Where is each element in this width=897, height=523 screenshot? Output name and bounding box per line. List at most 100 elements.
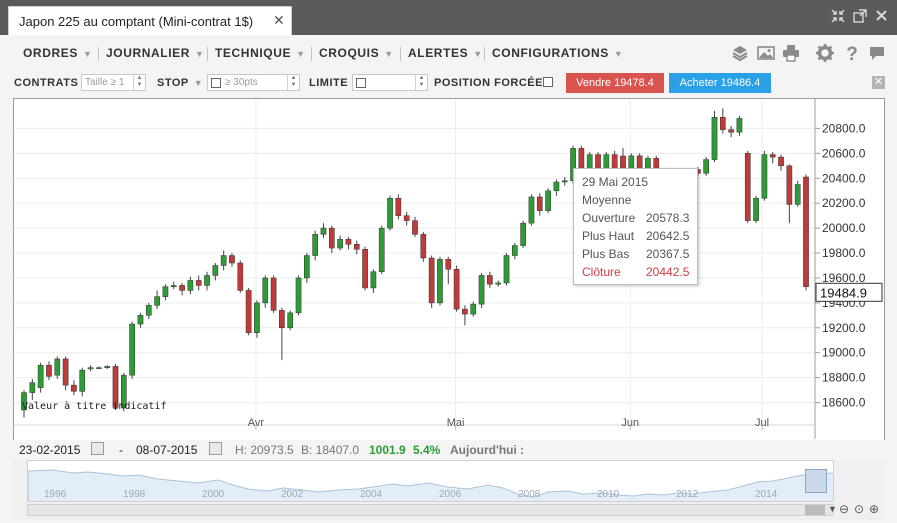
- candle: [703, 157, 709, 176]
- stop-checkbox[interactable]: [211, 78, 221, 88]
- candle: [378, 225, 385, 275]
- candle-body: [337, 239, 343, 249]
- candle: [395, 194, 402, 220]
- candle-body: [195, 280, 202, 286]
- candles-group: [21, 108, 809, 418]
- candle: [753, 195, 759, 224]
- limite-checkbox[interactable]: [356, 78, 366, 88]
- y-tick-label: 20200.0: [822, 196, 866, 210]
- contrats-input[interactable]: Taille ≥ 1 ▲ ▼: [81, 74, 146, 91]
- to-date: 08-07-2015: [136, 443, 198, 457]
- candle-body: [478, 275, 485, 305]
- contrats-stepper[interactable]: ▲ ▼: [133, 75, 145, 90]
- y-axis: 18600.018800.019000.019200.019400.019600…: [814, 99, 883, 439]
- chart-area[interactable]: 18600.0 18800.0 19000.0 19200.0 19400.0 19600…: [13, 98, 885, 458]
- candle: [204, 271, 210, 291]
- candle: [304, 253, 310, 283]
- candle: [420, 231, 427, 262]
- candle-body: [536, 196, 543, 211]
- candle: [37, 362, 44, 393]
- sell-button[interactable]: Vendre 19478.4: [566, 73, 664, 93]
- menu-journalier[interactable]: JOURNALIER ▼: [106, 46, 205, 60]
- help-icon[interactable]: ?: [842, 43, 862, 65]
- candle-body: [470, 303, 477, 315]
- candle-body: [803, 176, 809, 287]
- image-icon[interactable]: [756, 43, 776, 63]
- candle: [29, 378, 36, 401]
- chat-icon[interactable]: [867, 43, 887, 63]
- navigator-year: 2010: [597, 489, 620, 500]
- navigator-scrollbar-thumb[interactable]: [805, 505, 825, 515]
- navigator-overview[interactable]: 1996 1998 2000 2002 2004 2006 2008 2010 …: [27, 460, 834, 502]
- candle-body: [495, 282, 502, 285]
- candle: [744, 150, 751, 224]
- candle-body: [112, 366, 119, 408]
- y-tick-label: 19000.0: [822, 346, 866, 360]
- candle-body: [29, 382, 36, 393]
- scroll-down-icon[interactable]: ▼: [828, 504, 837, 514]
- menu-alertes[interactable]: ALERTES ▼: [408, 46, 483, 60]
- candle: [412, 216, 418, 237]
- navigator-sparkline: [28, 469, 833, 501]
- menu-journalier-label: JOURNALIER: [106, 46, 191, 60]
- zoom-in-icon[interactable]: ⊕: [869, 502, 880, 516]
- to-date-calendar-icon[interactable]: [209, 442, 222, 455]
- menu-configurations[interactable]: CONFIGURATIONS ▼: [492, 46, 624, 60]
- candle-body: [769, 154, 776, 158]
- candle-body: [328, 227, 335, 249]
- zoom-out-icon[interactable]: ⊖: [839, 502, 850, 516]
- navigator-year: 2004: [360, 489, 383, 500]
- order-bar-close-icon[interactable]: ✕: [872, 76, 885, 89]
- candle: [237, 260, 244, 293]
- limite-stepper[interactable]: ▲ ▼: [415, 75, 427, 90]
- candle: [387, 195, 393, 231]
- candle-body: [212, 265, 219, 276]
- candle: [462, 305, 468, 326]
- candle-body: [445, 259, 452, 270]
- candle-body: [137, 315, 144, 325]
- instrument-tab[interactable]: Japon 225 au comptant (Mini-contrat 1$) …: [8, 6, 292, 35]
- candle-body: [744, 153, 751, 221]
- gear-icon[interactable]: [815, 43, 835, 63]
- candle-body: [320, 227, 327, 235]
- close-icon[interactable]: [875, 9, 888, 26]
- y-tick-label: 19800.0: [822, 246, 866, 260]
- stop-input[interactable]: ≥ 30pts ▲ ▼: [207, 74, 300, 91]
- position-forcee-checkbox[interactable]: [543, 77, 553, 87]
- candle: [212, 263, 219, 281]
- menu-technique[interactable]: TECHNIQUE ▼: [215, 46, 306, 60]
- navigator-range-handle[interactable]: [805, 469, 827, 493]
- buy-button[interactable]: Acheter 19486.4: [669, 73, 771, 93]
- candle-body: [412, 220, 418, 235]
- current-price-box: [815, 282, 883, 302]
- svg-text:?: ?: [846, 44, 858, 63]
- main-menu: ORDRES ▼ JOURNALIER ▼ TECHNIQUE ▼ CROQUIS ▼ …: [0, 35, 897, 71]
- period-change-pct: 5.4%: [413, 443, 441, 457]
- candle-body: [520, 222, 526, 246]
- zoom-reset-icon[interactable]: ⊙: [854, 502, 865, 516]
- stop-stepper[interactable]: ▲ ▼: [287, 75, 299, 90]
- menu-ordres[interactable]: ORDRES ▼: [23, 46, 93, 60]
- navigator-scrollbar[interactable]: [27, 504, 834, 516]
- limite-input[interactable]: ▲ ▼: [352, 74, 428, 91]
- layers-icon[interactable]: [730, 43, 750, 63]
- popout-icon[interactable]: [853, 9, 867, 27]
- collapse-icon[interactable]: [831, 9, 845, 27]
- candle-body: [270, 277, 277, 311]
- from-date-calendar-icon[interactable]: [91, 442, 104, 455]
- tab-close-icon[interactable]: ✕: [273, 12, 285, 28]
- tooltip-label-open: Ouverture: [582, 211, 636, 225]
- stop-label[interactable]: STOP ▼: [157, 77, 204, 89]
- candle: [112, 363, 119, 411]
- candle: [312, 230, 318, 261]
- candle: [162, 284, 169, 301]
- candle-body: [703, 159, 709, 174]
- print-icon[interactable]: [781, 43, 801, 63]
- menu-croquis[interactable]: CROQUIS ▼: [319, 46, 394, 60]
- candle: [170, 281, 177, 290]
- candle-body: [154, 296, 160, 306]
- candle-body: [54, 358, 61, 376]
- candle-body: [512, 245, 518, 256]
- order-bar: CONTRATS Taille ≥ 1 ▲ ▼ STOP ▼ ≥ 30pts ▲ ▼ …: [0, 71, 897, 95]
